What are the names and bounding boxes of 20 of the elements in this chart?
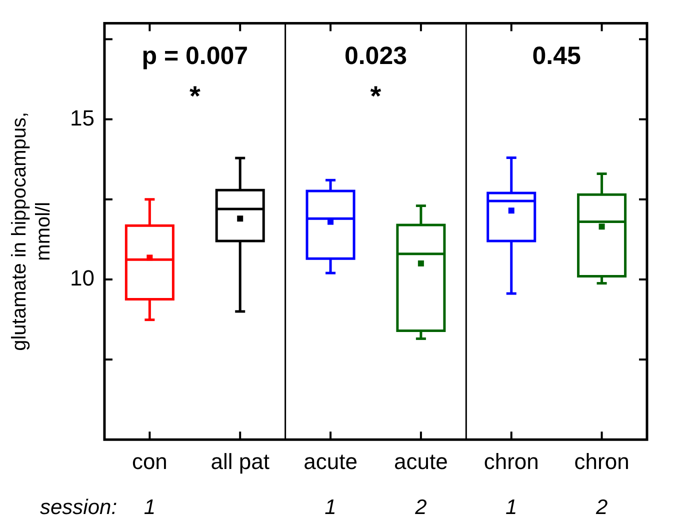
x-tick-label: chron: [574, 448, 630, 474]
y-tick-label: 15: [70, 105, 94, 130]
annotation: *: [370, 80, 382, 112]
text: 2: [414, 496, 428, 519]
x-tick-label: all pat: [210, 448, 270, 474]
text: session:: [40, 496, 118, 519]
x-tick-label: chron: [484, 448, 539, 474]
y-axis-title: glutamate in hippocampus, mmol/l: [8, 112, 55, 351]
x-tick-label: acute: [304, 448, 358, 474]
annotation: *: [189, 80, 200, 112]
x-tick-label: acute: [394, 448, 448, 474]
annotation: p = 0.007: [142, 42, 248, 70]
text: 1: [506, 496, 518, 519]
y-tick-label: 10: [70, 266, 94, 291]
text: 1: [144, 496, 156, 519]
text: 1: [324, 496, 336, 519]
annotation: 0.023: [344, 42, 408, 70]
x-tick-label: con: [132, 448, 168, 474]
text: 2: [594, 496, 608, 519]
annotation: 0.45: [532, 42, 581, 70]
